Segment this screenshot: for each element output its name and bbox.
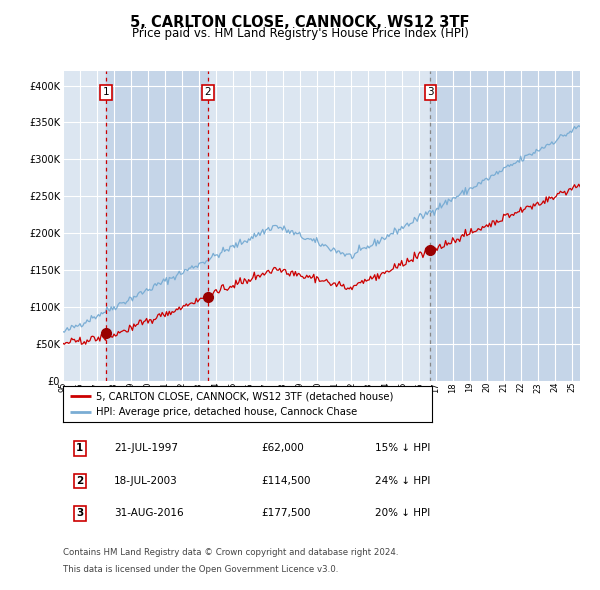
Text: 3: 3 [427, 87, 434, 97]
Text: 1: 1 [103, 87, 110, 97]
Text: 5, CARLTON CLOSE, CANNOCK, WS12 3TF (detached house): 5, CARLTON CLOSE, CANNOCK, WS12 3TF (det… [96, 391, 394, 401]
Text: 5, CARLTON CLOSE, CANNOCK, WS12 3TF: 5, CARLTON CLOSE, CANNOCK, WS12 3TF [130, 15, 470, 30]
Text: 3: 3 [76, 509, 83, 518]
Text: 18-JUL-2003: 18-JUL-2003 [114, 476, 178, 486]
Text: 21-JUL-1997: 21-JUL-1997 [114, 444, 178, 453]
Text: Contains HM Land Registry data © Crown copyright and database right 2024.: Contains HM Land Registry data © Crown c… [63, 548, 398, 556]
Text: 2: 2 [205, 87, 211, 97]
Text: HPI: Average price, detached house, Cannock Chase: HPI: Average price, detached house, Cann… [96, 407, 358, 417]
Text: 20% ↓ HPI: 20% ↓ HPI [375, 509, 430, 518]
Text: 31-AUG-2016: 31-AUG-2016 [114, 509, 184, 518]
Text: 15% ↓ HPI: 15% ↓ HPI [375, 444, 430, 453]
Bar [106, 71, 208, 381]
Text: £114,500: £114,500 [261, 476, 311, 486]
Bar [430, 71, 600, 381]
Text: £177,500: £177,500 [261, 509, 311, 518]
Text: 24% ↓ HPI: 24% ↓ HPI [375, 476, 430, 486]
Text: £62,000: £62,000 [261, 444, 304, 453]
Text: This data is licensed under the Open Government Licence v3.0.: This data is licensed under the Open Gov… [63, 565, 338, 574]
Text: 2: 2 [76, 476, 83, 486]
Text: Price paid vs. HM Land Registry's House Price Index (HPI): Price paid vs. HM Land Registry's House … [131, 27, 469, 40]
Text: 1: 1 [76, 444, 83, 453]
